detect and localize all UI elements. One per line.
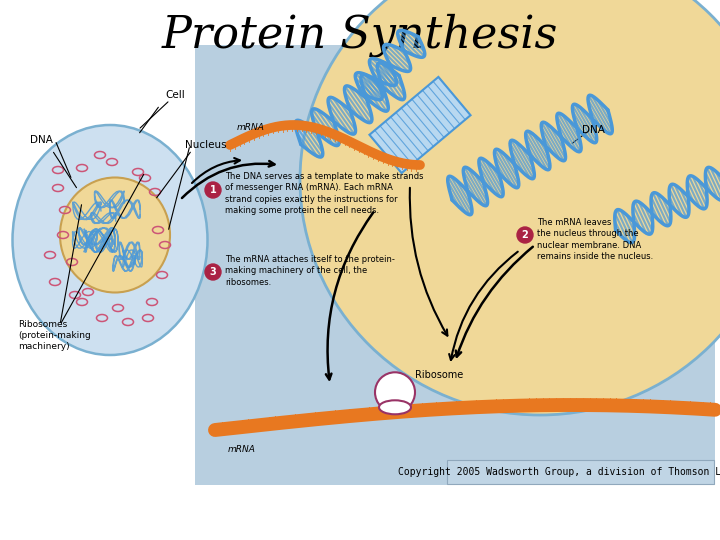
Ellipse shape [60,178,170,293]
Text: The mRNA attaches itself to the protein-
making machinery of the cell, the
ribos: The mRNA attaches itself to the protein-… [225,255,395,287]
Text: DNA: DNA [582,125,605,135]
Bar [195,45,715,485]
Text: The mRNA leaves
the nucleus through the
nuclear membrane. DNA
remains inside the: The mRNA leaves the nucleus through the … [537,218,653,261]
Text: Ribosome: Ribosome [415,370,463,380]
Circle shape [375,372,415,413]
Text: mRNA: mRNA [228,445,256,454]
Circle shape [517,227,533,243]
Polygon shape [369,77,471,173]
FancyBboxPatch shape [447,460,714,484]
Circle shape [205,264,221,280]
Ellipse shape [12,125,207,355]
Text: Ribosomes
(protein-making
machinery): Ribosomes (protein-making machinery) [18,320,91,351]
Circle shape [205,182,221,198]
Text: Copyright 2005 Wadsworth Group, a division of Thomson Learning: Copyright 2005 Wadsworth Group, a divisi… [398,467,720,477]
Text: Protein Synthesis: Protein Synthesis [162,13,558,57]
Text: DNA: DNA [30,135,53,145]
Text: Nucleus: Nucleus [185,140,227,150]
Text: 3: 3 [210,267,217,277]
Text: 1: 1 [210,185,217,195]
Ellipse shape [300,0,720,415]
Text: mRNA: mRNA [237,123,265,132]
Ellipse shape [379,400,411,414]
Text: 2: 2 [521,230,528,240]
Text: Cell: Cell [165,90,185,100]
Text: The DNA serves as a template to make strands
of messenger RNA (mRNA). Each mRNA
: The DNA serves as a template to make str… [225,172,423,215]
